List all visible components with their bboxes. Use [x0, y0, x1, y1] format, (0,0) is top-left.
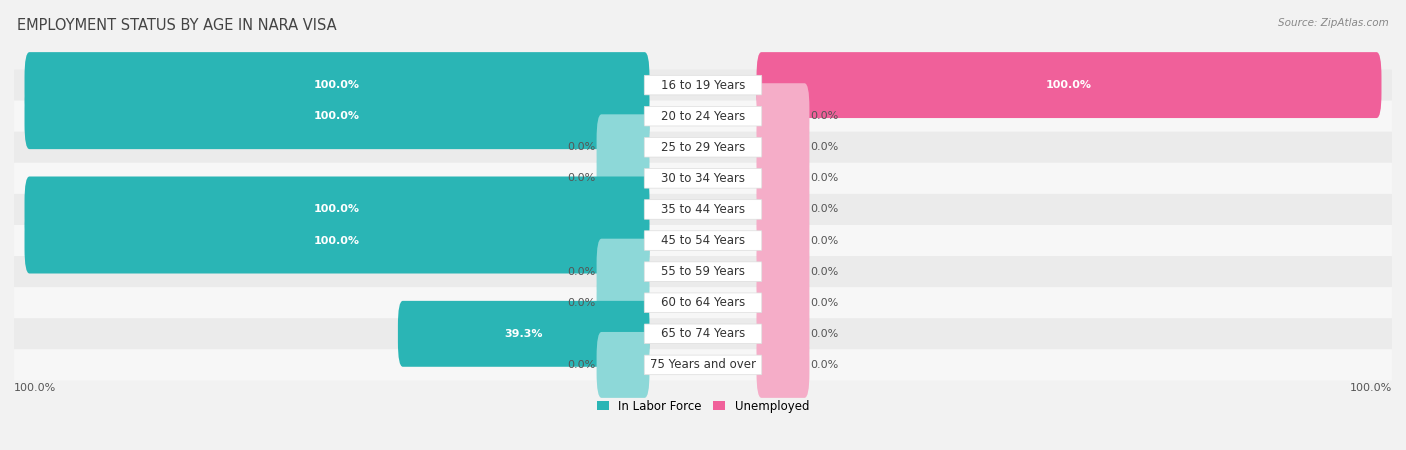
- Text: 65 to 74 Years: 65 to 74 Years: [661, 327, 745, 340]
- FancyBboxPatch shape: [756, 332, 810, 398]
- Text: 0.0%: 0.0%: [811, 235, 839, 246]
- Text: 100.0%: 100.0%: [14, 383, 56, 393]
- FancyBboxPatch shape: [644, 231, 762, 250]
- Text: 30 to 34 Years: 30 to 34 Years: [661, 172, 745, 185]
- FancyBboxPatch shape: [14, 194, 1392, 225]
- FancyBboxPatch shape: [14, 256, 1392, 287]
- Text: 35 to 44 Years: 35 to 44 Years: [661, 203, 745, 216]
- Text: 20 to 24 Years: 20 to 24 Years: [661, 110, 745, 123]
- Text: Source: ZipAtlas.com: Source: ZipAtlas.com: [1278, 18, 1389, 28]
- Text: 60 to 64 Years: 60 to 64 Years: [661, 296, 745, 309]
- Text: 0.0%: 0.0%: [811, 298, 839, 308]
- FancyBboxPatch shape: [756, 207, 810, 274]
- Text: 0.0%: 0.0%: [567, 360, 595, 370]
- Text: 100.0%: 100.0%: [314, 235, 360, 246]
- FancyBboxPatch shape: [24, 83, 650, 149]
- Text: 39.3%: 39.3%: [505, 329, 543, 339]
- FancyBboxPatch shape: [644, 138, 762, 157]
- FancyBboxPatch shape: [14, 349, 1392, 380]
- FancyBboxPatch shape: [24, 176, 650, 243]
- Text: 0.0%: 0.0%: [567, 267, 595, 277]
- Text: 100.0%: 100.0%: [1046, 80, 1092, 90]
- Text: 100.0%: 100.0%: [314, 80, 360, 90]
- FancyBboxPatch shape: [756, 270, 810, 336]
- FancyBboxPatch shape: [756, 176, 810, 243]
- Text: 75 Years and over: 75 Years and over: [650, 358, 756, 371]
- FancyBboxPatch shape: [756, 114, 810, 180]
- Text: 100.0%: 100.0%: [1350, 383, 1392, 393]
- FancyBboxPatch shape: [14, 287, 1392, 318]
- FancyBboxPatch shape: [644, 293, 762, 312]
- Text: 0.0%: 0.0%: [811, 204, 839, 215]
- Text: 0.0%: 0.0%: [811, 267, 839, 277]
- FancyBboxPatch shape: [596, 145, 650, 211]
- FancyBboxPatch shape: [596, 332, 650, 398]
- Text: 0.0%: 0.0%: [811, 111, 839, 121]
- FancyBboxPatch shape: [596, 114, 650, 180]
- FancyBboxPatch shape: [596, 270, 650, 336]
- FancyBboxPatch shape: [14, 70, 1392, 101]
- FancyBboxPatch shape: [14, 163, 1392, 194]
- FancyBboxPatch shape: [644, 75, 762, 95]
- Text: 55 to 59 Years: 55 to 59 Years: [661, 265, 745, 278]
- Text: 0.0%: 0.0%: [567, 298, 595, 308]
- FancyBboxPatch shape: [756, 145, 810, 211]
- FancyBboxPatch shape: [756, 83, 810, 149]
- FancyBboxPatch shape: [398, 301, 650, 367]
- Text: 0.0%: 0.0%: [811, 360, 839, 370]
- FancyBboxPatch shape: [644, 200, 762, 219]
- FancyBboxPatch shape: [756, 52, 1382, 118]
- Text: 100.0%: 100.0%: [314, 111, 360, 121]
- FancyBboxPatch shape: [14, 318, 1392, 349]
- FancyBboxPatch shape: [644, 169, 762, 188]
- Text: 25 to 29 Years: 25 to 29 Years: [661, 141, 745, 154]
- FancyBboxPatch shape: [756, 238, 810, 305]
- FancyBboxPatch shape: [644, 106, 762, 126]
- FancyBboxPatch shape: [14, 101, 1392, 132]
- Legend: In Labor Force, Unemployed: In Labor Force, Unemployed: [592, 395, 814, 418]
- FancyBboxPatch shape: [644, 324, 762, 344]
- Text: 0.0%: 0.0%: [811, 329, 839, 339]
- Text: 100.0%: 100.0%: [314, 204, 360, 215]
- Text: 0.0%: 0.0%: [567, 142, 595, 152]
- FancyBboxPatch shape: [596, 238, 650, 305]
- Text: 16 to 19 Years: 16 to 19 Years: [661, 79, 745, 92]
- Text: 0.0%: 0.0%: [811, 142, 839, 152]
- FancyBboxPatch shape: [756, 301, 810, 367]
- Text: 0.0%: 0.0%: [567, 173, 595, 183]
- FancyBboxPatch shape: [14, 225, 1392, 256]
- Text: EMPLOYMENT STATUS BY AGE IN NARA VISA: EMPLOYMENT STATUS BY AGE IN NARA VISA: [17, 18, 336, 33]
- Text: 45 to 54 Years: 45 to 54 Years: [661, 234, 745, 247]
- FancyBboxPatch shape: [14, 132, 1392, 163]
- Text: 0.0%: 0.0%: [811, 173, 839, 183]
- FancyBboxPatch shape: [644, 355, 762, 375]
- FancyBboxPatch shape: [644, 262, 762, 281]
- FancyBboxPatch shape: [24, 52, 650, 118]
- FancyBboxPatch shape: [24, 207, 650, 274]
